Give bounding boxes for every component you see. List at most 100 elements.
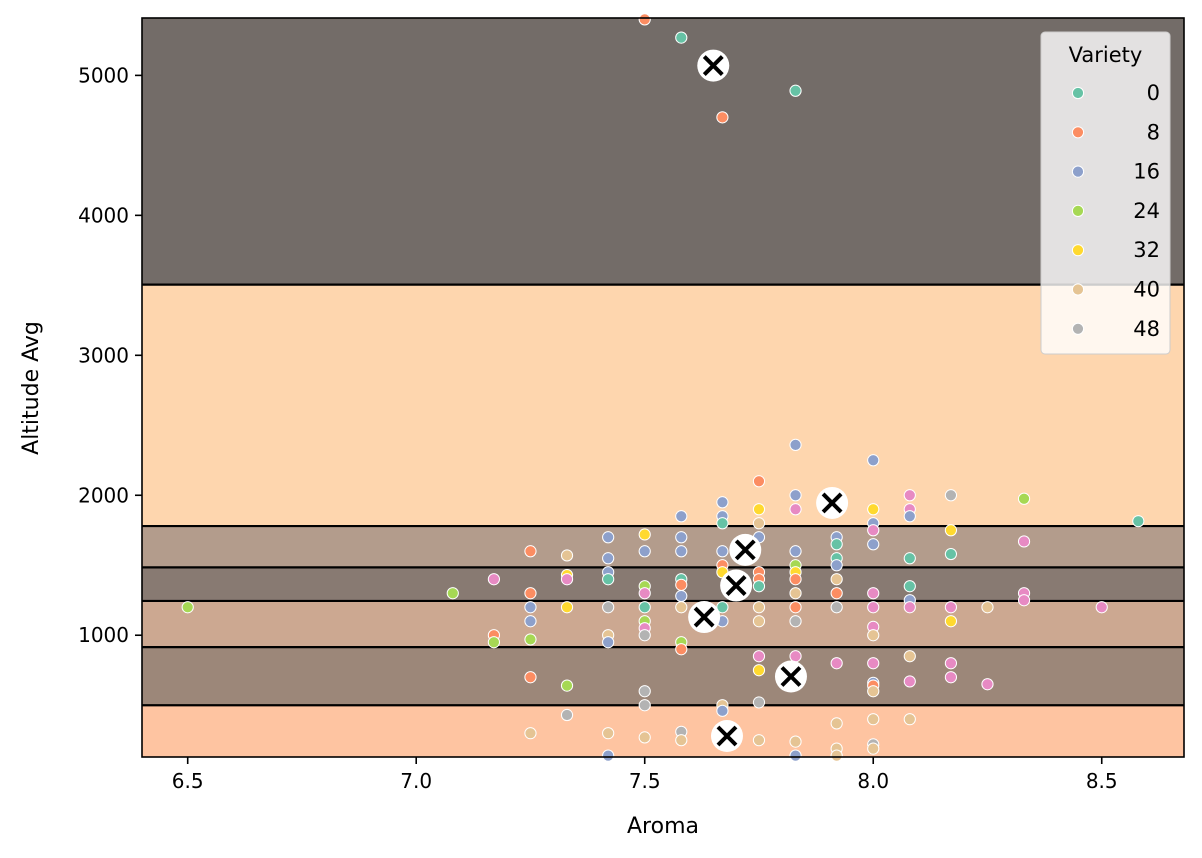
x-axis-label: Aroma — [627, 814, 699, 839]
data-point — [903, 510, 916, 523]
data-point — [830, 717, 843, 730]
data-point — [867, 685, 880, 698]
data-point — [487, 636, 501, 649]
data-point — [638, 629, 651, 642]
data-point — [675, 734, 688, 747]
data-point — [789, 601, 802, 614]
data-point — [867, 587, 880, 600]
data-point — [830, 587, 843, 600]
data-point — [789, 650, 802, 663]
data-point — [602, 531, 615, 544]
data-point — [602, 727, 615, 740]
data-point — [867, 629, 880, 642]
data-point — [560, 679, 574, 692]
legend-marker — [1071, 204, 1085, 217]
data-point — [944, 671, 958, 684]
x-tick-label: 8.0 — [857, 769, 889, 793]
data-point — [752, 601, 766, 614]
data-point — [789, 84, 802, 97]
data-point — [524, 601, 537, 614]
data-point — [524, 633, 537, 646]
data-point — [752, 650, 766, 663]
data-point — [1017, 492, 1031, 505]
data-point — [789, 735, 802, 748]
data-point — [1017, 535, 1031, 548]
data-point — [752, 517, 766, 530]
data-point — [830, 573, 843, 586]
data-point — [789, 749, 802, 762]
cluster-band-2 — [142, 600, 1184, 648]
data-point — [602, 552, 615, 565]
y-tick-label: 4000 — [78, 203, 129, 227]
x-tick-label: 6.5 — [172, 769, 204, 793]
data-point — [1132, 515, 1145, 528]
data-point — [789, 489, 802, 502]
cluster-centroids — [688, 49, 849, 753]
legend-frame — [1040, 31, 1171, 355]
plot-frame — [141, 17, 1185, 758]
data-point — [789, 615, 802, 628]
cluster-boundaries — [142, 283, 1184, 707]
centroid-marker — [720, 569, 753, 602]
data-point — [830, 749, 843, 762]
data-point — [524, 727, 537, 740]
data-point — [560, 573, 574, 586]
data-point — [716, 704, 729, 717]
legend-marker — [1071, 126, 1085, 139]
cluster-band-5 — [142, 284, 1184, 527]
x-axis-ticks: 6.5 7.0 7.5 8.0 8.5 — [172, 757, 1118, 793]
data-point — [560, 601, 574, 614]
data-point — [944, 547, 958, 561]
data-point — [675, 31, 688, 44]
legend-title: Variety — [1069, 43, 1143, 67]
data-point — [903, 489, 916, 502]
data-point — [675, 531, 688, 544]
data-point — [602, 749, 615, 762]
data-point — [675, 510, 688, 523]
legend-label: 0 — [1147, 81, 1160, 105]
cluster-band-6 — [142, 18, 1184, 285]
data-point — [524, 545, 537, 558]
legend-marker — [1071, 283, 1085, 296]
legend-marker — [1071, 86, 1085, 100]
data-point — [675, 643, 688, 656]
data-point — [789, 587, 802, 600]
legend-label: 16 — [1133, 160, 1160, 184]
x-tick-label: 7.5 — [629, 769, 661, 793]
legend-label: 48 — [1133, 317, 1160, 341]
legend-label: 32 — [1133, 238, 1160, 262]
data-point — [716, 517, 729, 530]
data-point — [602, 601, 615, 614]
data-point — [638, 587, 651, 600]
data-point — [944, 657, 958, 670]
data-point — [560, 708, 574, 722]
data-point — [789, 545, 802, 558]
data-point — [1095, 601, 1108, 614]
data-point — [789, 503, 802, 516]
y-tick-label: 5000 — [78, 63, 129, 87]
legend-marker — [1071, 244, 1085, 257]
data-point — [830, 538, 843, 551]
cluster-band-4 — [142, 526, 1184, 568]
data-point — [903, 675, 916, 688]
data-point — [944, 601, 958, 614]
data-point — [903, 552, 916, 565]
data-point — [638, 699, 651, 712]
data-point — [789, 573, 802, 586]
data-point — [638, 545, 651, 558]
data-point — [903, 601, 916, 614]
centroid-marker — [688, 601, 721, 634]
data-point — [752, 475, 766, 488]
legend-marker — [1071, 165, 1085, 178]
data-point — [944, 489, 958, 502]
data-point — [867, 454, 880, 467]
data-point — [752, 615, 766, 628]
data-point — [602, 636, 615, 649]
data-point — [716, 496, 729, 509]
y-tick-label: 1000 — [78, 623, 129, 647]
data-point — [903, 580, 916, 593]
cluster-bands — [142, 18, 1184, 757]
data-points — [181, 13, 1145, 762]
cluster-band-3 — [142, 567, 1184, 601]
